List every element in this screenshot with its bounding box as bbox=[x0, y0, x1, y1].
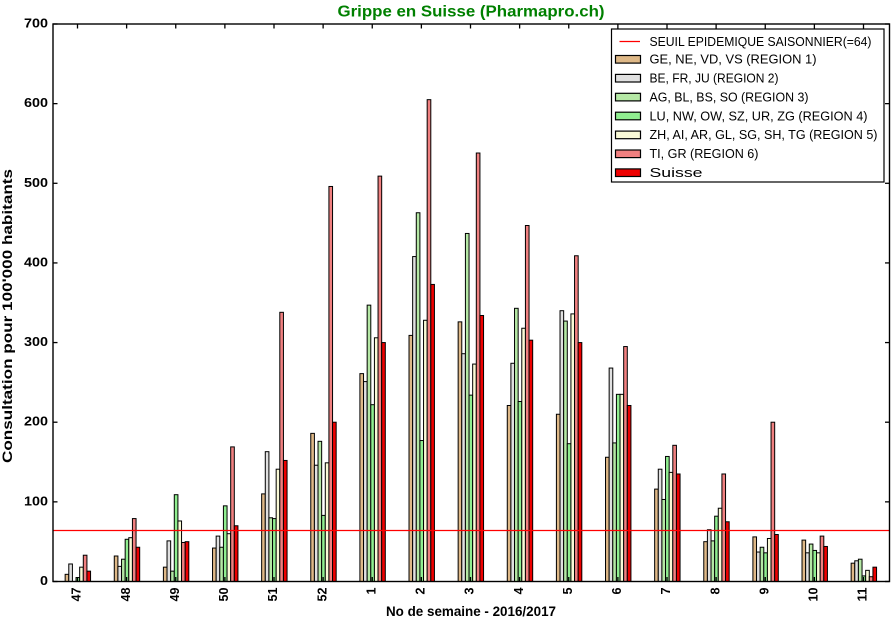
svg-text:2: 2 bbox=[414, 587, 428, 594]
svg-text:48: 48 bbox=[119, 587, 133, 601]
svg-text:50: 50 bbox=[217, 587, 231, 601]
svg-text:AG, BL, BS, SO (REGION 3): AG, BL, BS, SO (REGION 3) bbox=[650, 90, 809, 104]
svg-text:GE, NE, VD, VS (REGION 1): GE, NE, VD, VS (REGION 1) bbox=[650, 53, 817, 67]
svg-text:ZH, AI, AR, GL, SG, SH, TG (RE: ZH, AI, AR, GL, SG, SH, TG (REGION 5) bbox=[650, 128, 878, 142]
svg-text:500: 500 bbox=[24, 176, 48, 190]
svg-text:6: 6 bbox=[610, 587, 624, 594]
svg-text:8: 8 bbox=[708, 587, 722, 594]
svg-text:Consultation pour 100'000 habi: Consultation pour 100'000 habitants bbox=[0, 169, 15, 463]
svg-text:300: 300 bbox=[24, 335, 48, 349]
svg-text:Suisse: Suisse bbox=[650, 166, 703, 180]
svg-text:TI, GR (REGION 6): TI, GR (REGION 6) bbox=[650, 147, 759, 161]
svg-text:400: 400 bbox=[24, 255, 48, 269]
svg-text:600: 600 bbox=[24, 96, 48, 110]
svg-text:No de semaine - 2016/2017: No de semaine - 2016/2017 bbox=[386, 604, 556, 619]
svg-text:51: 51 bbox=[266, 587, 280, 601]
svg-text:100: 100 bbox=[24, 494, 48, 508]
svg-text:BE, FR, JU (REGION 2): BE, FR, JU (REGION 2) bbox=[650, 72, 779, 86]
svg-text:0: 0 bbox=[40, 574, 48, 588]
svg-text:11: 11 bbox=[856, 587, 870, 601]
svg-text:SEUIL EPIDEMIQUE SAISONNIER(=6: SEUIL EPIDEMIQUE SAISONNIER(=64) bbox=[650, 35, 872, 49]
svg-text:3: 3 bbox=[463, 587, 477, 594]
svg-text:LU, NW, OW, SZ, UR, ZG (REGION: LU, NW, OW, SZ, UR, ZG (REGION 4) bbox=[650, 109, 868, 123]
svg-text:49: 49 bbox=[168, 587, 182, 601]
svg-text:10: 10 bbox=[807, 587, 821, 601]
svg-text:7: 7 bbox=[659, 587, 673, 594]
svg-text:1: 1 bbox=[364, 587, 378, 594]
svg-text:4: 4 bbox=[512, 587, 526, 594]
svg-text:9: 9 bbox=[757, 587, 771, 594]
svg-text:200: 200 bbox=[24, 415, 48, 429]
svg-text:Grippe en Suisse (Pharmapro.ch: Grippe en Suisse (Pharmapro.ch) bbox=[338, 4, 605, 21]
svg-text:700: 700 bbox=[24, 17, 48, 31]
svg-text:47: 47 bbox=[70, 587, 84, 601]
svg-text:5: 5 bbox=[561, 587, 575, 594]
svg-text:52: 52 bbox=[315, 587, 329, 601]
